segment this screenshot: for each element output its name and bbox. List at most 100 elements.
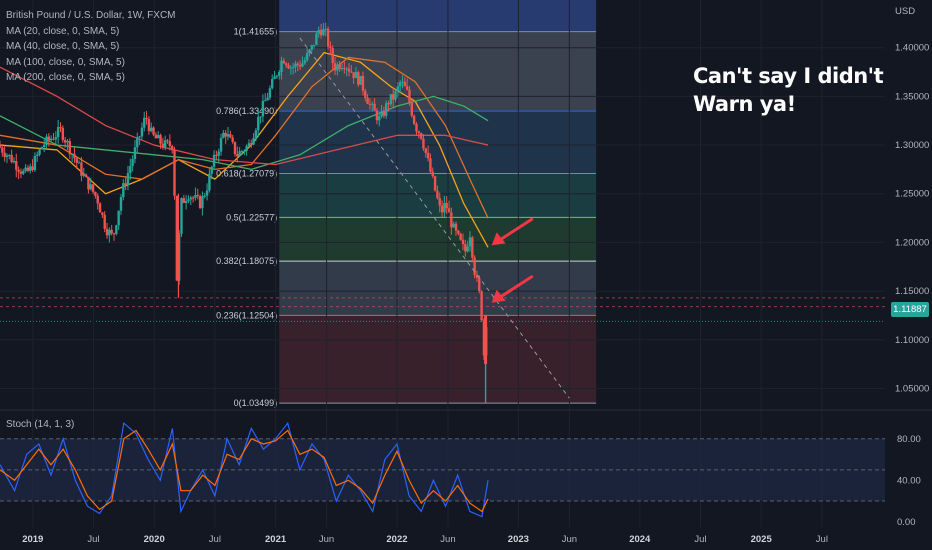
candle-body	[224, 132, 227, 137]
candle-body	[52, 138, 55, 140]
candle-body	[250, 143, 253, 145]
candle-body	[159, 135, 162, 144]
candle-body	[410, 102, 414, 116]
candle-body	[177, 233, 181, 281]
candle-body	[357, 72, 360, 85]
y-tick-label: 1.35000	[895, 91, 929, 102]
candle-body	[157, 135, 160, 139]
candle-body	[47, 136, 51, 141]
candle-body	[275, 75, 279, 77]
candle-body	[136, 137, 139, 148]
x-tick-label: Jul	[87, 534, 99, 545]
candle-body	[291, 66, 295, 68]
candle-body	[415, 123, 418, 132]
candle-body	[3, 152, 6, 157]
candle-body	[454, 223, 458, 231]
candle-body	[303, 60, 306, 64]
candle-body	[33, 155, 37, 171]
candle-body	[61, 127, 65, 141]
candle-body	[426, 152, 430, 159]
crash-body	[484, 315, 488, 365]
candle-body	[422, 138, 425, 149]
legend-ma40[interactable]: MA (40, close, 0, SMA, 5)	[6, 41, 120, 52]
candle-body	[45, 136, 48, 145]
annotation-line-2: Warn ya!	[693, 92, 796, 116]
trendline	[299, 37, 570, 399]
candle-body	[19, 171, 23, 174]
candle-body	[338, 64, 341, 70]
fib-label-1: 1(1.41655)	[234, 27, 278, 37]
candle-body	[77, 162, 81, 164]
y-tick-label: 1.30000	[895, 140, 929, 151]
candle-body	[319, 29, 323, 36]
candle-body	[163, 140, 167, 148]
fibonacci-retracement: 1(1.41655) 0.786(1.33490) 0.618(1.27079) 0.…	[0, 0, 885, 408]
candle-body	[198, 196, 202, 209]
candle-body	[459, 233, 462, 240]
candle-body	[82, 174, 85, 176]
y-tick-label: 1.15000	[895, 286, 929, 297]
candle-body	[364, 90, 367, 98]
candle-body	[189, 197, 192, 200]
candle-body	[378, 116, 381, 121]
y-tick-label: 1.40000	[895, 43, 929, 54]
candle-body	[10, 154, 13, 163]
candle-body	[59, 127, 62, 129]
arrow-shaft-0	[496, 217, 534, 243]
candle-body	[201, 196, 204, 209]
candle-body	[340, 67, 344, 70]
x-tick-label: 2020	[144, 534, 165, 545]
candle-body	[133, 147, 137, 160]
candle-body	[350, 71, 353, 73]
candle-body	[170, 146, 174, 150]
candle-body	[229, 134, 232, 138]
candle-body	[359, 75, 362, 85]
candle-body	[70, 153, 74, 155]
candle-body	[343, 67, 346, 69]
candle-body	[173, 149, 176, 196]
candle-body	[8, 154, 11, 156]
candle-body	[266, 97, 269, 101]
x-tick-label: 2025	[751, 534, 773, 545]
candle-body	[117, 210, 120, 226]
legend-ma20[interactable]: MA (20, close, 0, SMA, 5)	[6, 25, 120, 37]
candle-body	[143, 117, 146, 128]
candle-body	[17, 169, 20, 172]
candle-body	[98, 203, 102, 213]
candle-body	[261, 100, 265, 117]
candle-body	[401, 81, 404, 83]
candle-body	[443, 203, 446, 213]
candle-body	[126, 173, 130, 185]
candle-body	[284, 63, 288, 66]
candle-body	[368, 103, 372, 105]
candle-body	[154, 134, 158, 139]
candle-body	[271, 79, 274, 89]
candle-body	[252, 137, 255, 145]
candle-body	[322, 29, 325, 36]
candle-body	[231, 137, 234, 142]
candle-body	[184, 200, 188, 203]
candle-body	[122, 183, 125, 198]
candle-body	[347, 68, 351, 72]
candle-body	[398, 82, 402, 87]
candle-body	[282, 60, 286, 64]
chart-legend: British Pound / U.S. Dollar, 1W, FXCM MA…	[6, 8, 176, 86]
legend-ma100[interactable]: MA (100, close, 0, SMA, 5)	[6, 56, 125, 68]
stoch-legend[interactable]: Stoch (14, 1, 3)	[6, 419, 75, 430]
candle-body	[161, 143, 165, 148]
x-tick-label: Jun	[562, 534, 577, 545]
x-tick-label: Jul	[816, 534, 828, 545]
stoch-line-0	[0, 421, 489, 518]
candle-body	[217, 151, 220, 156]
candle-body	[336, 64, 339, 71]
candle-body	[326, 28, 330, 47]
candle-body	[466, 246, 469, 252]
candle-body	[187, 199, 190, 201]
candle-body	[371, 103, 374, 105]
currency-label: USD	[895, 6, 915, 17]
candle-body	[84, 174, 88, 177]
legend-ma200[interactable]: MA (200, close, 0, SMA, 5)	[6, 72, 125, 83]
candle-body	[419, 133, 423, 139]
candle-body	[124, 183, 127, 185]
